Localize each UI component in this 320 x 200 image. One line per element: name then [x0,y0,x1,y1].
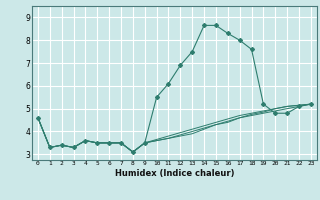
X-axis label: Humidex (Indice chaleur): Humidex (Indice chaleur) [115,169,234,178]
